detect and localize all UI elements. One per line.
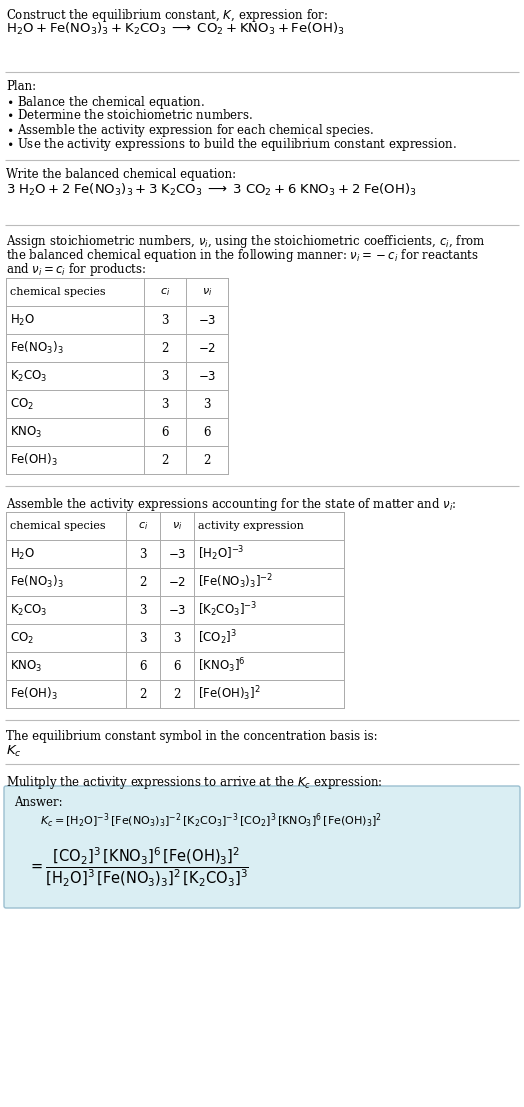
Text: Plan:: Plan:: [6, 80, 36, 93]
Text: $c_i$: $c_i$: [160, 286, 170, 298]
Text: $-3$: $-3$: [198, 313, 216, 327]
Text: $-2$: $-2$: [168, 576, 186, 589]
Text: 6: 6: [139, 660, 147, 672]
Text: 3: 3: [161, 313, 169, 327]
Text: $\bullet$ Assemble the activity expression for each chemical species.: $\bullet$ Assemble the activity expressi…: [6, 122, 374, 139]
Text: $\mathrm{H_2O}$: $\mathrm{H_2O}$: [10, 547, 35, 561]
Text: Write the balanced chemical equation:: Write the balanced chemical equation:: [6, 168, 236, 182]
Text: 3: 3: [139, 603, 147, 617]
Text: $\bullet$ Determine the stoichiometric numbers.: $\bullet$ Determine the stoichiometric n…: [6, 108, 253, 122]
Text: Assign stoichiometric numbers, $\nu_i$, using the stoichiometric coefficients, $: Assign stoichiometric numbers, $\nu_i$, …: [6, 232, 486, 250]
Text: 6: 6: [173, 660, 181, 672]
Text: $= \dfrac{[\mathrm{CO_2}]^3\,[\mathrm{KNO_3}]^6\,[\mathrm{Fe(OH)_3}]^2}{[\mathrm: $= \dfrac{[\mathrm{CO_2}]^3\,[\mathrm{KN…: [28, 846, 249, 889]
Text: the balanced chemical equation in the following manner: $\nu_i = -c_i$ for react: the balanced chemical equation in the fo…: [6, 247, 479, 263]
Text: $[\mathrm{CO_2}]^3$: $[\mathrm{CO_2}]^3$: [198, 629, 237, 648]
Text: $\mathrm{Fe(OH)_3}$: $\mathrm{Fe(OH)_3}$: [10, 686, 58, 702]
Text: $-3$: $-3$: [168, 548, 186, 560]
Text: $\mathrm{H_2O + Fe(NO_3)_3 + K_2CO_3 \;\longrightarrow\; CO_2 + KNO_3 + Fe(OH)_3: $\mathrm{H_2O + Fe(NO_3)_3 + K_2CO_3 \;\…: [6, 21, 345, 38]
Text: chemical species: chemical species: [10, 521, 106, 531]
Text: $\mathrm{Fe(NO_3)_3}$: $\mathrm{Fe(NO_3)_3}$: [10, 340, 63, 356]
Text: $-3$: $-3$: [198, 370, 216, 383]
Text: $\mathrm{H_2O}$: $\mathrm{H_2O}$: [10, 312, 35, 328]
Text: $\nu_i$: $\nu_i$: [202, 286, 212, 298]
Text: $\mathrm{Fe(NO_3)_3}$: $\mathrm{Fe(NO_3)_3}$: [10, 573, 63, 590]
Text: 2: 2: [203, 454, 211, 466]
Text: $[\mathrm{K_2CO_3}]^{-3}$: $[\mathrm{K_2CO_3}]^{-3}$: [198, 601, 257, 619]
Text: $[\mathrm{Fe(OH)_3}]^2$: $[\mathrm{Fe(OH)_3}]^2$: [198, 684, 260, 703]
Text: $-3$: $-3$: [168, 603, 186, 617]
Text: $\bullet$ Balance the chemical equation.: $\bullet$ Balance the chemical equation.: [6, 94, 205, 111]
FancyBboxPatch shape: [4, 786, 520, 908]
Text: $\mathrm{KNO_3}$: $\mathrm{KNO_3}$: [10, 424, 42, 439]
Text: $-2$: $-2$: [198, 341, 216, 354]
Text: chemical species: chemical species: [10, 287, 106, 297]
Text: Construct the equilibrium constant, $K$, expression for:: Construct the equilibrium constant, $K$,…: [6, 7, 328, 24]
Text: $\mathrm{K_2CO_3}$: $\mathrm{K_2CO_3}$: [10, 369, 48, 383]
Text: $\nu_i$: $\nu_i$: [172, 520, 182, 531]
Text: $\mathrm{K_2CO_3}$: $\mathrm{K_2CO_3}$: [10, 602, 48, 618]
Text: 2: 2: [139, 576, 147, 589]
Text: 3: 3: [203, 397, 211, 411]
Text: Assemble the activity expressions accounting for the state of matter and $\nu_i$: Assemble the activity expressions accoun…: [6, 496, 456, 513]
Text: $\mathrm{3\; H_2O + 2\; Fe(NO_3)_3 + 3\; K_2CO_3 \;\longrightarrow\; 3\; CO_2 + : $\mathrm{3\; H_2O + 2\; Fe(NO_3)_3 + 3\;…: [6, 182, 417, 198]
Text: $\bullet$ Use the activity expressions to build the equilibrium constant express: $\bullet$ Use the activity expressions t…: [6, 136, 457, 153]
Text: 2: 2: [139, 687, 147, 701]
Text: $\mathrm{KNO_3}$: $\mathrm{KNO_3}$: [10, 659, 42, 673]
Text: and $\nu_i = c_i$ for products:: and $\nu_i = c_i$ for products:: [6, 261, 146, 278]
Text: Answer:: Answer:: [14, 796, 63, 809]
Text: 6: 6: [203, 425, 211, 438]
Text: $\mathrm{CO_2}$: $\mathrm{CO_2}$: [10, 631, 34, 645]
Text: 3: 3: [161, 397, 169, 411]
Text: $K_c = [\mathrm{H_2O}]^{-3}\,[\mathrm{Fe(NO_3)_3}]^{-2}\,[\mathrm{K_2CO_3}]^{-3}: $K_c = [\mathrm{H_2O}]^{-3}\,[\mathrm{Fe…: [40, 813, 382, 830]
Text: $K_c$: $K_c$: [6, 744, 21, 759]
Text: $\mathrm{Fe(OH)_3}$: $\mathrm{Fe(OH)_3}$: [10, 452, 58, 468]
Text: 2: 2: [161, 341, 169, 354]
Text: 6: 6: [161, 425, 169, 438]
Text: $[\mathrm{KNO_3}]^6$: $[\mathrm{KNO_3}]^6$: [198, 656, 245, 675]
Text: Mulitply the activity expressions to arrive at the $K_c$ expression:: Mulitply the activity expressions to arr…: [6, 774, 383, 792]
Text: $\mathrm{CO_2}$: $\mathrm{CO_2}$: [10, 396, 34, 412]
Text: 2: 2: [173, 687, 181, 701]
Text: $c_i$: $c_i$: [138, 520, 148, 531]
Text: 3: 3: [139, 631, 147, 644]
Text: $[\mathrm{Fe(NO_3)_3}]^{-2}$: $[\mathrm{Fe(NO_3)_3}]^{-2}$: [198, 572, 273, 591]
Text: 2: 2: [161, 454, 169, 466]
Text: 3: 3: [161, 370, 169, 383]
Text: 3: 3: [139, 548, 147, 560]
Text: activity expression: activity expression: [198, 521, 304, 531]
Text: $[\mathrm{H_2O}]^{-3}$: $[\mathrm{H_2O}]^{-3}$: [198, 545, 245, 563]
Text: 3: 3: [173, 631, 181, 644]
Text: The equilibrium constant symbol in the concentration basis is:: The equilibrium constant symbol in the c…: [6, 730, 378, 743]
